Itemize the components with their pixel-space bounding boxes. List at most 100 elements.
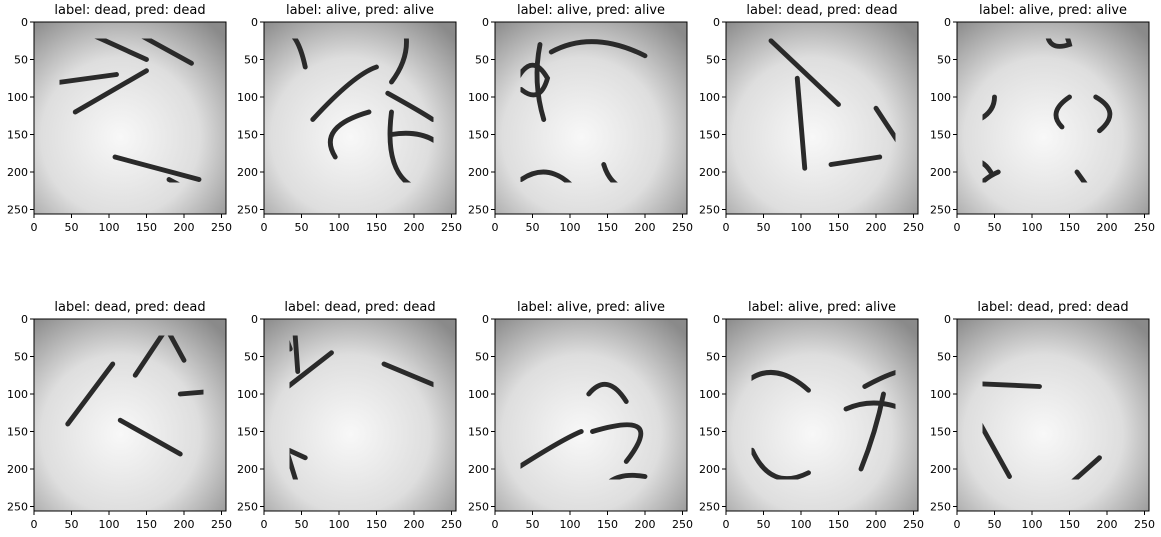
x-tick-label: 150 [366, 221, 387, 234]
microscope-background [495, 319, 687, 511]
worm [751, 447, 811, 480]
image-panel: 0 0 50 50 100 100 150 150 200 200 250 250 label: ali… [461, 0, 693, 240]
x-tick-label: 200 [866, 518, 887, 531]
microscope-background [726, 22, 918, 214]
worm [117, 417, 183, 457]
panel-title: label: alive, pred: alive [285, 3, 435, 18]
y-tick-label: 0 [713, 313, 720, 326]
x-tick-label: 50 [757, 221, 771, 234]
x-tick-label: 50 [988, 221, 1002, 234]
y-tick-label: 150 [930, 426, 951, 439]
panel-title: label: dead, pred: dead [977, 300, 1129, 315]
worm [381, 361, 434, 388]
x-tick-label: 50 [526, 518, 540, 531]
y-tick-label: 200 [7, 463, 28, 476]
y-tick-label: 200 [468, 166, 489, 179]
x-tick-label: 100 [99, 221, 120, 234]
x-tick-label: 100 [99, 518, 120, 531]
y-tick-label: 100 [699, 91, 720, 104]
panel-title: label: dead, pred: dead [54, 300, 206, 315]
x-tick-label: 250 [441, 221, 462, 234]
panel-title: label: dead, pred: dead [54, 3, 206, 18]
image-panel: 0 0 50 50 100 100 150 150 200 200 250 250 label: ali… [461, 297, 693, 537]
worm [520, 62, 551, 98]
worm [94, 38, 149, 62]
x-tick-label: 200 [1097, 518, 1118, 531]
worm [310, 64, 379, 122]
x-tick-label: 250 [211, 518, 232, 531]
x-tick-label: 250 [903, 518, 924, 531]
x-tick-label: 50 [526, 221, 540, 234]
image-panel: 0 0 50 50 100 100 150 150 200 200 250 250 label: dea… [923, 297, 1155, 537]
y-tick-label: 250 [7, 204, 28, 217]
microscopy-image-axes: 0 0 50 50 100 100 150 150 200 200 250 250 [699, 313, 924, 531]
x-tick-label: 0 [723, 221, 730, 234]
worm [982, 160, 994, 175]
y-tick-label: 0 [713, 16, 720, 29]
worm [982, 169, 1001, 183]
x-tick-label: 0 [261, 221, 268, 234]
y-tick-label: 200 [237, 166, 258, 179]
x-tick-label: 200 [1097, 221, 1118, 234]
worm [167, 335, 187, 363]
y-tick-label: 250 [468, 501, 489, 514]
worm [586, 382, 629, 404]
y-tick-label: 150 [237, 426, 258, 439]
worm [389, 130, 434, 143]
worm [1093, 94, 1113, 134]
y-tick-label: 50 [475, 54, 489, 67]
x-tick-label: 250 [672, 221, 693, 234]
worm [1074, 169, 1088, 183]
y-tick-label: 0 [21, 16, 28, 29]
y-tick-label: 0 [21, 313, 28, 326]
y-tick-label: 100 [237, 91, 258, 104]
x-tick-label: 250 [441, 518, 462, 531]
axes-frame [725, 318, 919, 512]
worm-group [768, 38, 896, 171]
worm [520, 169, 572, 183]
worm-group [65, 335, 204, 457]
microscope-background [726, 319, 918, 511]
worm [751, 370, 811, 393]
microscope-background [264, 319, 456, 511]
microscope-background [495, 22, 687, 214]
worm [387, 109, 412, 183]
worm [982, 422, 1012, 479]
y-tick-label: 250 [237, 204, 258, 217]
y-tick-label: 0 [251, 313, 258, 326]
image-panel: 0 0 50 50 100 100 150 150 200 200 250 250 label: dea… [0, 0, 232, 240]
x-tick-label: 0 [492, 518, 499, 531]
panel-title: label: alive, pred: alive [978, 3, 1128, 18]
microscopy-image-axes: 0 0 50 50 100 100 150 150 200 200 250 250 [699, 16, 924, 234]
x-tick-label: 200 [174, 221, 195, 234]
x-tick-label: 100 [329, 518, 350, 531]
worm [1053, 94, 1072, 130]
worm [794, 75, 808, 171]
y-tick-label: 100 [930, 91, 951, 104]
worm [65, 361, 116, 427]
image-panel: 0 0 50 50 100 100 150 150 200 200 250 250 label: ali… [923, 0, 1155, 240]
y-tick-label: 250 [930, 204, 951, 217]
x-tick-label: 250 [1134, 221, 1155, 234]
microscopy-image-axes: 0 0 50 50 100 100 150 150 200 200 250 250 [930, 16, 1155, 234]
worm [601, 162, 619, 183]
x-tick-label: 250 [1134, 518, 1155, 531]
y-tick-label: 200 [699, 463, 720, 476]
worm [291, 38, 308, 70]
y-tick-label: 0 [482, 313, 489, 326]
x-tick-label: 250 [211, 221, 232, 234]
microscopy-image-axes: 0 0 50 50 100 100 150 150 200 200 250 250 [468, 313, 693, 531]
axes-frame [956, 318, 1150, 512]
microscope-background [957, 22, 1149, 214]
worm [289, 447, 308, 461]
worm [982, 94, 997, 121]
x-tick-label: 50 [65, 518, 79, 531]
worm [1071, 455, 1102, 480]
worm [1045, 38, 1073, 49]
x-tick-label: 150 [1059, 518, 1080, 531]
microscopy-image-axes: 0 0 50 50 100 100 150 150 200 200 250 250 [7, 313, 232, 531]
worm [520, 429, 584, 469]
x-tick-label: 50 [988, 518, 1002, 531]
y-tick-label: 200 [7, 166, 28, 179]
microscope-background [957, 319, 1149, 511]
